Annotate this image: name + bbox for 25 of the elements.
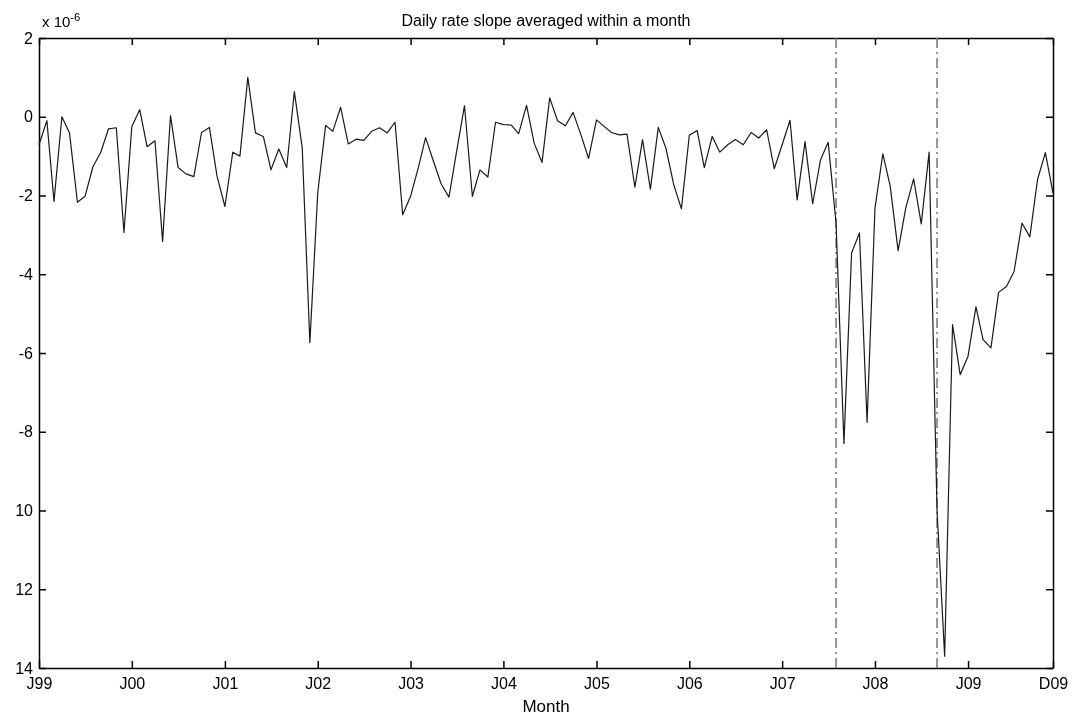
chart-title: Daily rate slope averaged within a month <box>401 12 691 29</box>
x-tick-label: J01 <box>212 675 239 693</box>
x-tick-label: J00 <box>119 675 146 693</box>
y-tick-label: -2 <box>18 187 34 205</box>
text: x 10$^{-6}$ <box>42 11 81 30</box>
y-tick-label: 12 <box>15 580 34 598</box>
x-tick-label: J03 <box>398 675 425 693</box>
x-tick-label: J02 <box>305 675 332 693</box>
y-tick-label: -4 <box>18 265 34 283</box>
y-tick-label: -8 <box>18 423 34 441</box>
x-tick-label: J06 <box>676 675 703 693</box>
y-tick-label: -6 <box>18 344 34 362</box>
x-tick-label: J05 <box>584 675 610 693</box>
x-tick-label: J07 <box>769 675 796 693</box>
x-tick-label: J09 <box>955 675 982 693</box>
y-tick-label: 0 <box>24 108 34 126</box>
x-tick-label: J99 <box>26 675 53 693</box>
x-tick-label: D09 <box>1038 675 1069 693</box>
x-axis-title: Month <box>522 697 570 716</box>
y-tick-label: 2 <box>24 29 34 47</box>
x-tick-label: J08 <box>862 675 889 693</box>
y-tick-label: 10 <box>15 502 34 520</box>
x-tick-label: J04 <box>491 675 517 693</box>
line-series <box>38 76 1054 657</box>
y-tick-label: 14 <box>15 659 34 677</box>
